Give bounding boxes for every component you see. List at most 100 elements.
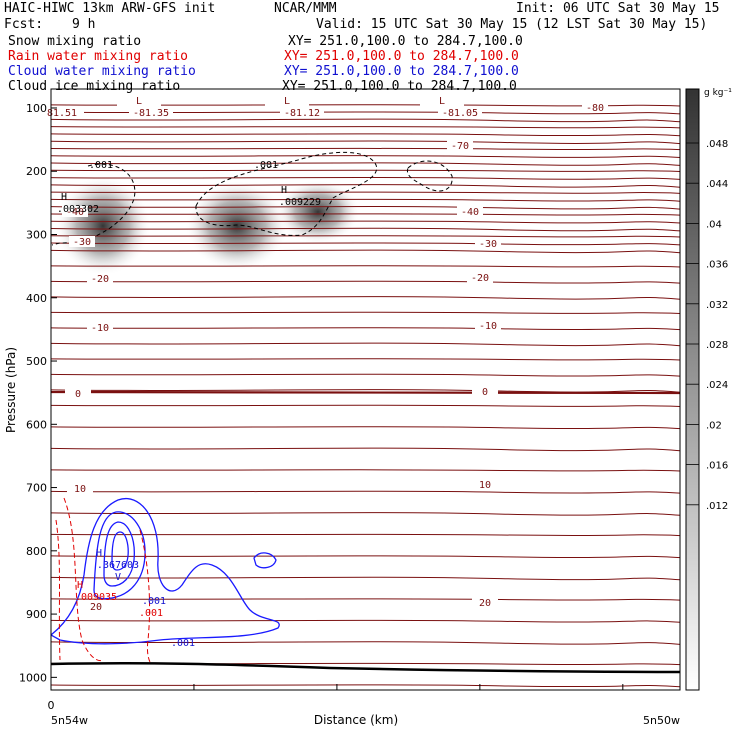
y-tick-label-1000: 1000 [19,671,47,684]
x-start-label: 5n54w [51,714,88,727]
isotherm-label-0-0: -80 [586,103,604,114]
isotherm-label-bg-6-1 [65,388,91,399]
snow-max-left-shade [55,176,151,276]
y-axis-title: Pressure (hPa) [4,347,18,433]
cloud-water-contour-small [253,552,277,569]
header-title-left: HAIC-HIWC 13km ARW-GFS init [4,1,216,16]
isotherm-line-23 [51,296,680,300]
cloud-water-max-h: H [96,548,102,559]
colorbar-label-0: .048 [706,139,728,150]
x-end-label: 5n50w [643,714,680,727]
extrema-label-bg-0 [117,95,161,106]
x-zero-label: 0 [48,699,55,712]
isotherm-line-16 [51,220,680,224]
cloud-water-contour-outer [51,497,280,645]
field-xy-cloudice: XY= 251.0,100.0 to 284.7,100.0 [282,79,517,94]
isotherm-label-bg-8-1 [83,601,109,612]
isotherm-line-22 [51,280,680,284]
isotherm-label-8-0: 20 [479,598,491,609]
colorbar-label-7: .02 [706,420,722,431]
y-tick-label-400: 400 [26,292,47,305]
header-fcst-value: 9 h [72,17,96,32]
rain-contour-main [63,497,103,662]
field-xy-cloudwater: XY= 251.0,100.0 to 284.7,100.0 [284,64,519,79]
isotherm-line-25 [51,327,680,331]
isotherm-line-20 [51,249,680,254]
ice-max-value-center: .009229 [279,197,321,208]
field-name-rain: Rain water mixing ratio [8,49,189,64]
colorbar-label-5: .028 [706,340,728,351]
isotherm-label-bg-7-1 [67,483,93,494]
cloud-water-level-label-1: .001 [142,596,166,607]
isotherm-line-30 [51,404,680,408]
ice-max-h-left: H [61,192,67,203]
rain-max-h: H [77,580,83,591]
isotherm-line-40 [51,619,680,623]
ice-level-label-left: .001 [89,160,113,171]
contour-label-layer: -80 -70 -40 -40 -30 -30 -20 -20 -10 -10 0 0 10 10 20 20… [40,95,608,649]
extrema-label-bg-6 [438,107,482,118]
extrema-label-bg-2 [420,95,464,106]
field-xy-rain: XY= 251.0,100.0 to 284.7,100.0 [284,49,519,64]
cloud-water-contour-2 [93,511,146,600]
extrema-label-bg-5 [280,107,324,118]
colorbar-ticks: .048 .044 .04 .036 .032 .028 .024 .02 .016 .012 [686,139,728,512]
isotherm-line-39 [51,598,680,601]
colorbar-label-8: .016 [706,461,728,472]
rain-level-label: .001 [139,608,163,619]
field-name-snow: Snow mixing ratio [8,34,142,49]
extrema-label-5: -81.12 [284,108,320,119]
snow-max-center-shade [185,181,289,271]
rain-max-value: .009035 [75,592,117,603]
isotherm-line-6 [51,147,680,151]
isotherm-label-2-0: -40 [461,207,479,218]
ice-contour-left [51,163,136,246]
isotherm-line-34 [51,490,680,494]
isotherm-line-37 [51,555,680,559]
isotherm-line-31 [51,426,680,430]
y-tick-label-800: 800 [26,545,47,558]
header-valid: Valid: 15 UTC Sat 30 May 15 (12 LST Sat … [316,17,708,32]
extrema-label-bg-1 [265,95,309,106]
isotherm-label-bg-3-1 [69,236,95,247]
isotherm-line-10 [51,176,680,180]
isotherm-line-4 [51,133,680,137]
y-tick-label-500: 500 [26,355,47,368]
isotherm-label-7-0: 10 [479,480,491,491]
isotherm-label-bg-5-0 [475,320,501,331]
extrema-label-1: L [284,96,290,107]
isotherm-label-5-0: -10 [479,321,497,332]
isotherm-line-8 [51,162,680,166]
extrema-label-bg-3 [40,107,84,118]
extrema-label-4: -81.35 [133,108,169,119]
isotherm-label-8-1: 20 [90,602,102,613]
isotherm-line-3 [51,126,680,129]
isotherm-label-bg-5-1 [87,322,113,333]
isotherm-line-5 [51,140,680,145]
isotherm-label-bg-6-0 [472,386,498,397]
snow-shading-layer [55,176,360,276]
isotherm-line-24 [51,311,680,315]
isotherm-label-5-1: -10 [91,323,109,334]
snow-max-right-shade [276,180,360,244]
isotherm-label-4-1: -20 [91,274,109,285]
terrain-surface-line [50,661,681,674]
rain-contour-layer [55,497,151,663]
cloud-water-contour-layer [51,497,280,645]
isotherm-label-4-0: -20 [471,273,489,284]
isotherm-label-3-0: -30 [479,239,497,250]
isotherm-line-7 [51,155,680,159]
isotherm-line-27 [51,358,680,361]
rain-contour-right [139,529,151,663]
ice-max-h-center: H [281,185,287,196]
y-tick-label-600: 600 [26,418,47,431]
isotherm-line-32 [51,447,680,452]
isotherm-label-6-0: 0 [482,387,488,398]
isotherm-label-bg-2-0 [457,206,483,217]
isotherm-label-bg-0-0 [582,102,608,113]
colorbar-label-9: .012 [706,501,728,512]
rain-contour-left [55,519,61,661]
colorbar-label-1: .044 [706,179,728,190]
isotherm-line-18 [51,235,680,238]
isotherm-label-bg-2-1 [62,206,88,217]
